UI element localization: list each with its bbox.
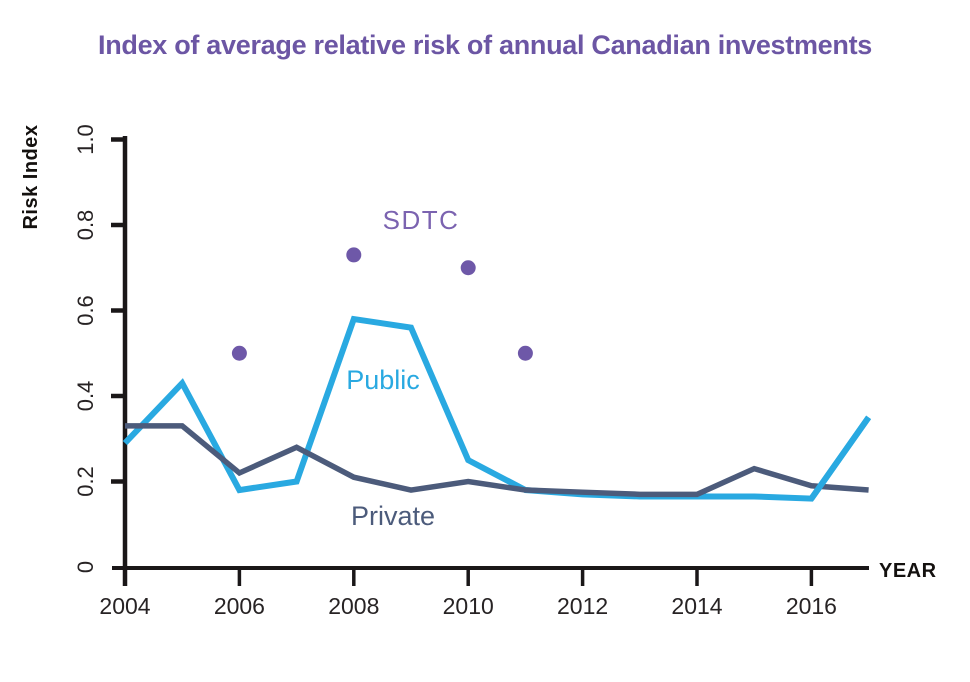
- y-axis-title: Risk Index: [20, 124, 42, 229]
- x-tick-label: 2016: [786, 593, 837, 619]
- x-axis-title: YEAR: [879, 560, 937, 582]
- x-tick-label: 2006: [214, 593, 265, 619]
- x-tick-label: 2004: [99, 593, 150, 619]
- x-tick-label: 2014: [671, 593, 722, 619]
- series-line-private: [125, 423, 869, 498]
- y-tick-label: 0: [73, 561, 98, 573]
- public-label: Public: [346, 365, 420, 395]
- y-tick-label: 1.0: [73, 124, 98, 155]
- y-tick-label: 0.6: [73, 295, 98, 326]
- sdtc-point: [517, 345, 533, 361]
- series-line-public-endcap: [808, 415, 872, 501]
- y-tick-label: 0.8: [73, 210, 98, 241]
- sdtc-label: SDTC: [383, 205, 460, 235]
- chart-title: Index of average relative risk of annual…: [98, 30, 872, 60]
- x-tick-label: 2008: [328, 593, 379, 619]
- y-tick-label: 0.2: [73, 466, 98, 497]
- x-tick-label: 2010: [443, 593, 494, 619]
- private-label: Private: [351, 501, 435, 531]
- series-line-public: [122, 315, 872, 502]
- sdtc-point: [231, 345, 247, 361]
- y-tick-label: 0.4: [73, 381, 98, 412]
- x-tick-label: 2012: [557, 593, 608, 619]
- sdtc-point: [460, 260, 476, 276]
- sdtc-point: [346, 247, 362, 263]
